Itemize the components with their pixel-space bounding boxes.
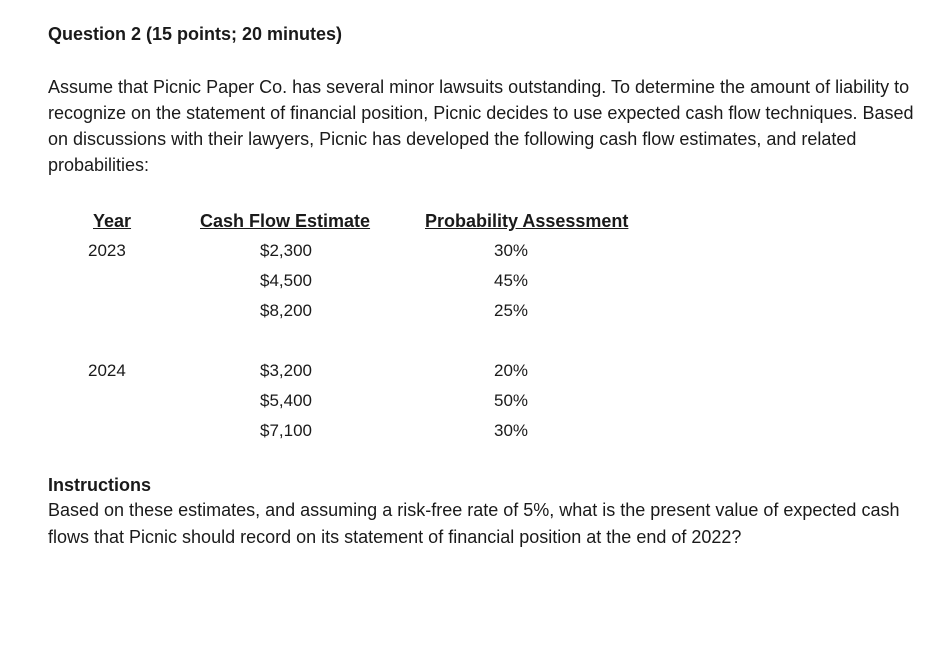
header-probability: Probability Assessment — [425, 211, 629, 231]
probability-cell: 20% — [494, 361, 529, 380]
cash-flow-cell: $7,100 — [260, 421, 312, 440]
header-year: Year — [93, 211, 132, 231]
probability-cell: 30% — [494, 241, 529, 260]
instructions-heading: Instructions — [48, 475, 152, 495]
probability-cell: 50% — [494, 391, 529, 410]
year-2024: 2024 — [88, 361, 126, 380]
cash-flow-cell: $4,500 — [260, 271, 312, 290]
question-intro: Assume that Picnic Paper Co. has several… — [48, 77, 914, 175]
cash-flow-cell: $8,200 — [260, 301, 312, 320]
cash-flow-cell: $5,400 — [260, 391, 312, 410]
probability-cell: 45% — [494, 271, 529, 290]
cash-flow-cell: $3,200 — [260, 361, 312, 380]
probability-cell: 30% — [494, 421, 529, 440]
probability-cell: 25% — [494, 301, 529, 320]
header-cash-flow: Cash Flow Estimate — [200, 211, 371, 231]
year-2023: 2023 — [88, 241, 126, 260]
question-heading: Question 2 (15 points; 20 minutes) — [48, 24, 343, 44]
cash-flow-cell: $2,300 — [260, 241, 312, 260]
instructions-body: Based on these estimates, and assuming a… — [48, 500, 900, 547]
